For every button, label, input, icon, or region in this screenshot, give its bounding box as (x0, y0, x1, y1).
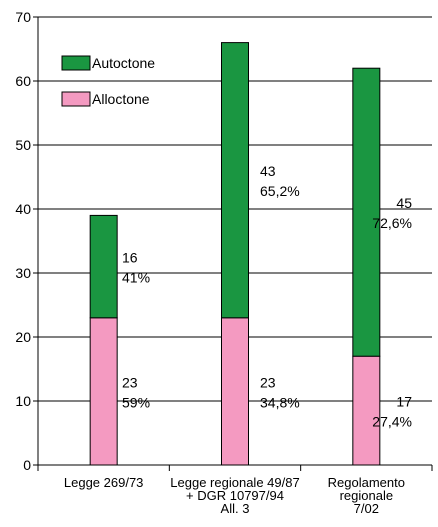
data-label: 23 (122, 374, 138, 390)
legend-label-alloctone: Alloctone (92, 91, 150, 107)
data-annotations: 16 41% 23 59% 43 65,2% 23 34,8% 45 72,6% 17 27,4% (122, 163, 412, 429)
data-label: 27,4% (372, 414, 412, 430)
data-label: 65,2% (260, 183, 300, 199)
legend-label-autoctone: Autoctone (92, 55, 155, 71)
bar-autoctone-1 (221, 42, 249, 319)
y-tick-label: 60 (15, 73, 31, 89)
y-tick-labels: 0 10 20 30 40 50 60 70 (15, 9, 31, 473)
data-label: 17 (396, 394, 412, 410)
legend-swatch-autoctone (61, 55, 91, 71)
y-tick-label: 70 (15, 9, 31, 25)
x-category-labels: Legge 269/73 Legge regionale 49/87+ DGR 1… (64, 475, 405, 516)
y-tick-label: 50 (15, 137, 31, 153)
data-label: 34,8% (260, 394, 300, 410)
x-category-label: regionale (340, 488, 394, 503)
bar-alloctone-0 (89, 317, 118, 466)
legend-swatch-alloctone (61, 91, 91, 107)
bar-alloctone-1 (221, 317, 249, 466)
data-label: 41% (122, 270, 150, 286)
data-label: 72,6% (372, 215, 412, 231)
y-tick-label: 10 (15, 393, 31, 409)
x-category-label: Legge 269/73 (64, 475, 144, 490)
x-category-label: Legge regionale 49/87 (170, 475, 299, 490)
data-label: 43 (260, 163, 276, 179)
data-label: 16 (122, 250, 138, 266)
x-category-label: All. 3 (221, 501, 250, 516)
bar-alloctone-2 (352, 355, 381, 466)
axes (33, 16, 433, 471)
legend: Autoctone Alloctone (61, 55, 155, 107)
x-category-label: Regolamento (328, 475, 405, 490)
bar-autoctone-0 (89, 214, 118, 319)
data-label: 23 (260, 374, 276, 390)
y-tick-label: 20 (15, 329, 31, 345)
y-tick-label: 30 (15, 265, 31, 281)
y-tick-label: 40 (15, 201, 31, 217)
x-category-label: 7/02 (354, 501, 379, 516)
y-tick-label: 0 (23, 457, 31, 473)
data-label: 45 (396, 195, 412, 211)
x-category-label: + DGR 10797/94 (186, 488, 284, 503)
bars (89, 42, 381, 466)
bar-autoctone-2 (352, 67, 381, 357)
data-label: 59% (122, 394, 150, 410)
